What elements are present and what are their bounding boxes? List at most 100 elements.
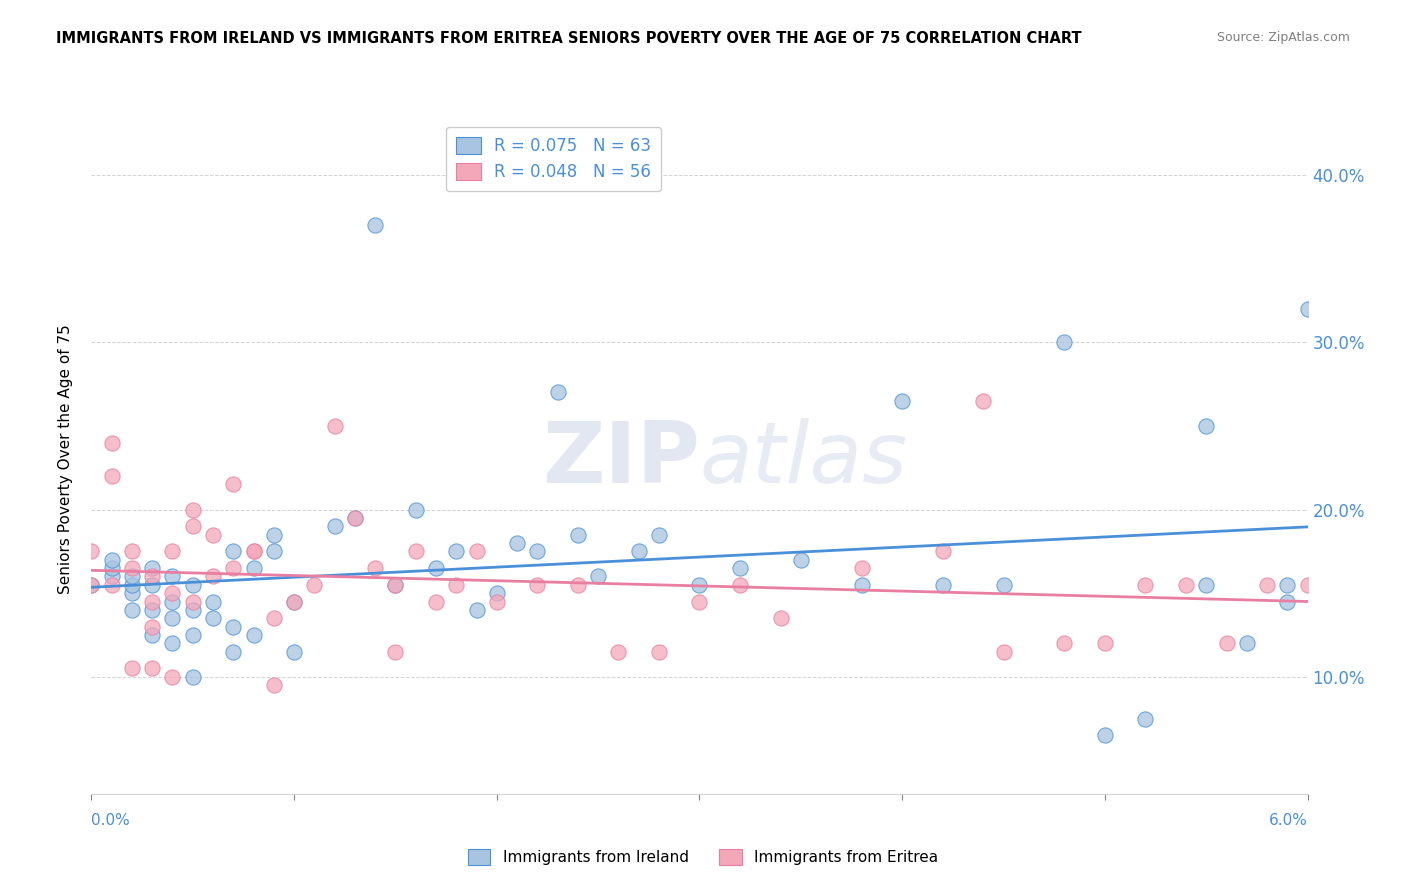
Point — [202, 611, 225, 625]
Point — [972, 393, 994, 408]
Point — [181, 519, 204, 533]
Point — [80, 578, 103, 592]
Point — [100, 578, 122, 592]
Point — [485, 586, 508, 600]
Point — [1135, 712, 1157, 726]
Point — [465, 603, 488, 617]
Point — [141, 603, 163, 617]
Point — [323, 419, 346, 434]
Point — [1094, 728, 1116, 742]
Point — [80, 544, 103, 558]
Point — [242, 544, 264, 558]
Point — [100, 469, 122, 483]
Point — [80, 578, 103, 592]
Point — [465, 544, 488, 558]
Point — [263, 544, 285, 558]
Point — [283, 594, 305, 608]
Point — [222, 645, 245, 659]
Point — [343, 511, 366, 525]
Point — [141, 628, 163, 642]
Point — [567, 578, 589, 592]
Point — [263, 527, 285, 541]
Point — [222, 477, 245, 491]
Point — [586, 569, 609, 583]
Point — [506, 536, 529, 550]
Point — [181, 578, 204, 592]
Point — [384, 578, 406, 592]
Point — [121, 586, 143, 600]
Point — [162, 670, 184, 684]
Point — [263, 678, 285, 692]
Point — [181, 628, 204, 642]
Point — [1094, 636, 1116, 650]
Point — [728, 561, 751, 575]
Point — [1296, 301, 1319, 316]
Point — [790, 552, 813, 567]
Point — [121, 569, 143, 583]
Point — [648, 527, 671, 541]
Y-axis label: Seniors Poverty Over the Age of 75: Seniors Poverty Over the Age of 75 — [58, 325, 73, 594]
Point — [1277, 578, 1299, 592]
Point — [100, 552, 122, 567]
Point — [1175, 578, 1198, 592]
Legend: Immigrants from Ireland, Immigrants from Eritrea: Immigrants from Ireland, Immigrants from… — [461, 843, 945, 871]
Point — [444, 544, 467, 558]
Point — [648, 645, 671, 659]
Text: IMMIGRANTS FROM IRELAND VS IMMIGRANTS FROM ERITREA SENIORS POVERTY OVER THE AGE : IMMIGRANTS FROM IRELAND VS IMMIGRANTS FR… — [56, 31, 1081, 46]
Point — [121, 561, 143, 575]
Point — [242, 628, 264, 642]
Point — [263, 611, 285, 625]
Point — [222, 561, 245, 575]
Point — [547, 385, 569, 400]
Point — [931, 578, 953, 592]
Point — [485, 594, 508, 608]
Point — [425, 594, 447, 608]
Point — [891, 393, 914, 408]
Point — [607, 645, 630, 659]
Point — [526, 544, 548, 558]
Point — [728, 578, 751, 592]
Point — [181, 670, 204, 684]
Point — [162, 569, 184, 583]
Point — [162, 611, 184, 625]
Point — [181, 594, 204, 608]
Point — [162, 594, 184, 608]
Point — [141, 619, 163, 633]
Point — [141, 594, 163, 608]
Point — [181, 502, 204, 516]
Point — [141, 578, 163, 592]
Point — [1135, 578, 1157, 592]
Point — [242, 544, 264, 558]
Point — [162, 586, 184, 600]
Point — [343, 511, 366, 525]
Point — [931, 544, 953, 558]
Point — [405, 544, 427, 558]
Point — [202, 569, 225, 583]
Point — [121, 544, 143, 558]
Point — [405, 502, 427, 516]
Point — [444, 578, 467, 592]
Point — [222, 544, 245, 558]
Point — [1215, 636, 1237, 650]
Point — [202, 594, 225, 608]
Point — [993, 578, 1015, 592]
Point — [526, 578, 548, 592]
Point — [323, 519, 346, 533]
Point — [100, 435, 122, 450]
Point — [688, 594, 710, 608]
Point — [384, 578, 406, 592]
Point — [1256, 578, 1278, 592]
Point — [1277, 594, 1299, 608]
Point — [1195, 419, 1218, 434]
Point — [162, 544, 184, 558]
Point — [688, 578, 710, 592]
Point — [121, 661, 143, 675]
Point — [304, 578, 326, 592]
Point — [141, 561, 163, 575]
Legend: R = 0.075   N = 63, R = 0.048   N = 56: R = 0.075 N = 63, R = 0.048 N = 56 — [446, 127, 661, 191]
Text: ZIP: ZIP — [541, 417, 699, 501]
Point — [1296, 578, 1319, 592]
Point — [364, 218, 387, 232]
Point — [222, 619, 245, 633]
Point — [283, 645, 305, 659]
